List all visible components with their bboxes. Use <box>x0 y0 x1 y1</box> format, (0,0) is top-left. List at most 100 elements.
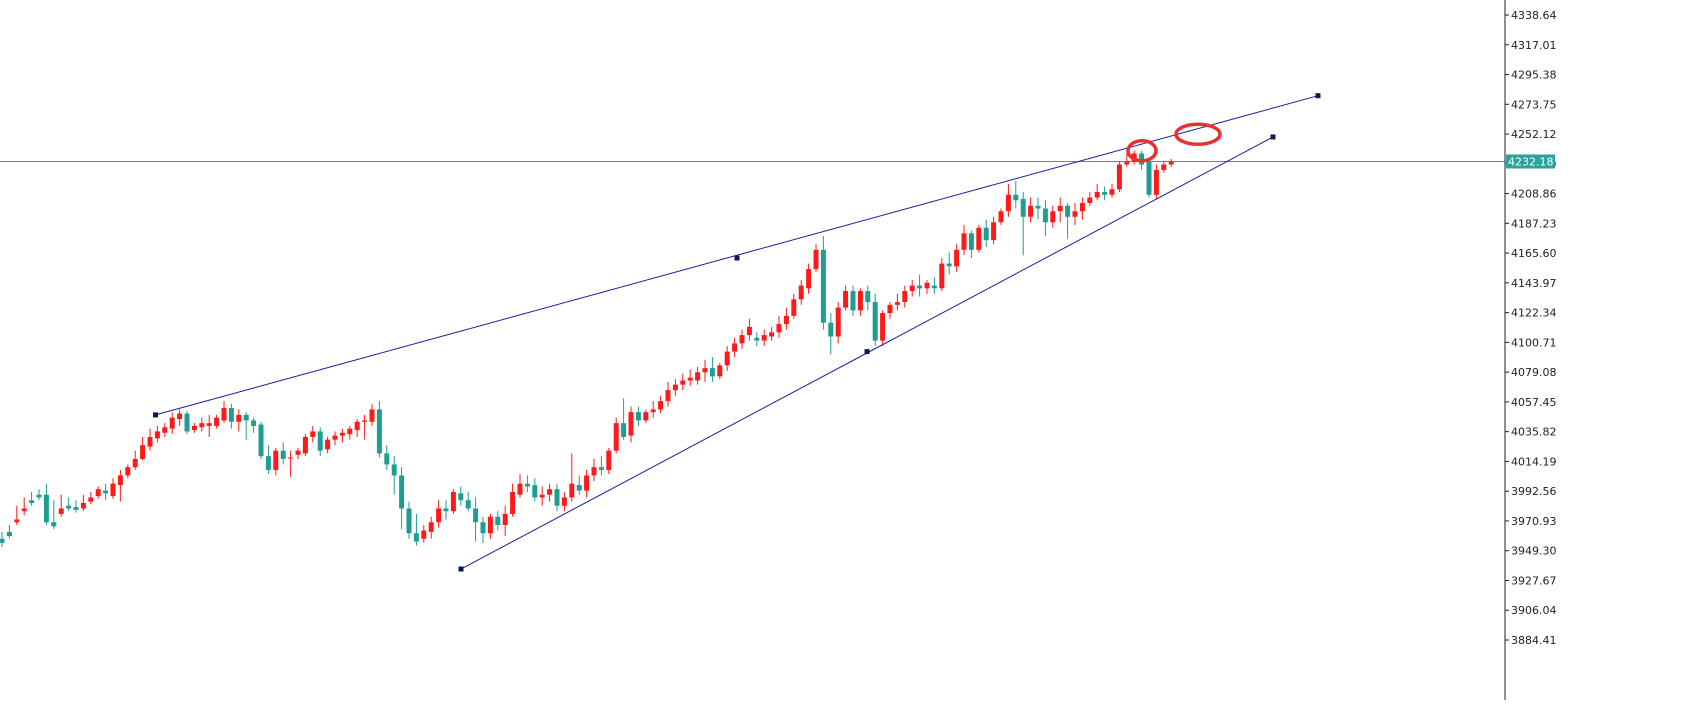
candle-body <box>621 423 627 437</box>
candle-body <box>1020 198 1026 217</box>
candle-body <box>1028 205 1034 217</box>
candle-body <box>902 291 908 303</box>
candle-body <box>946 263 952 267</box>
candle-body <box>591 467 597 476</box>
price-tick-label: 4317.01 <box>1511 39 1557 52</box>
touch-circle <box>1126 138 1158 163</box>
candle-body <box>850 291 856 311</box>
trendline-handle[interactable] <box>458 566 464 572</box>
candle-body <box>665 390 671 402</box>
candle-body <box>576 485 582 491</box>
candle-body <box>1146 161 1152 195</box>
candle-body <box>894 302 900 305</box>
candle-body <box>458 493 464 501</box>
candle-body <box>1161 164 1167 170</box>
candle-body <box>206 423 212 426</box>
target-circle <box>1174 122 1222 146</box>
candle-body <box>584 475 590 491</box>
candle-body <box>532 485 538 498</box>
candle-body <box>650 409 656 413</box>
candle-body <box>820 249 826 323</box>
price-tick-label: 4165.60 <box>1511 247 1557 260</box>
price-tick-label: 3992.56 <box>1511 485 1557 498</box>
candle-body <box>1079 203 1085 212</box>
candle-body <box>325 439 331 450</box>
candle-body <box>517 483 523 495</box>
trendline-upper <box>155 95 1319 416</box>
price-tick-label: 4338.64 <box>1511 9 1557 22</box>
candle-body <box>1005 194 1011 212</box>
candle-body <box>539 494 545 498</box>
candle-body <box>776 324 782 333</box>
candle-body <box>909 285 915 292</box>
trendline-handle[interactable] <box>734 255 740 261</box>
candle-body <box>0 538 5 543</box>
candle-body <box>29 500 35 503</box>
candle-body <box>1116 164 1122 190</box>
candle-body <box>236 414 242 422</box>
price-tick-label: 4014.19 <box>1511 455 1557 468</box>
candle-body <box>273 450 279 470</box>
candle-body <box>709 368 715 377</box>
trendline-handle[interactable] <box>864 349 870 355</box>
candle-body <box>806 269 812 289</box>
candle-body <box>1072 211 1078 217</box>
price-tick-label: 3927.67 <box>1511 574 1557 587</box>
candle-body <box>1042 208 1048 223</box>
candle-body <box>147 436 153 447</box>
candle-body <box>421 530 427 539</box>
candle-body <box>843 291 849 308</box>
candle-body <box>376 409 382 454</box>
candle-body <box>1035 205 1041 209</box>
price-tick-label: 4100.71 <box>1511 336 1557 349</box>
candle-body <box>1087 197 1093 204</box>
candle-body <box>332 435 338 440</box>
candle-body <box>739 335 745 344</box>
candle-body <box>1153 169 1159 195</box>
candle-body <box>754 337 760 341</box>
candle-body <box>295 450 301 455</box>
trendline-handle[interactable] <box>1270 134 1276 140</box>
price-tick-label: 4057.45 <box>1511 396 1557 409</box>
candle-body <box>524 483 530 487</box>
candle-body <box>428 522 434 532</box>
candle-body <box>783 315 789 325</box>
candle-body <box>1013 194 1019 201</box>
candle-body <box>66 505 72 509</box>
candle-body <box>746 326 752 336</box>
candle-body <box>813 249 819 270</box>
candle-body <box>961 233 967 250</box>
candle-body <box>613 423 619 451</box>
candle-body <box>798 285 804 300</box>
candle-body <box>184 413 190 432</box>
candle-body <box>680 380 686 385</box>
candle-body <box>339 432 345 436</box>
candle-body <box>347 428 353 435</box>
candle-body <box>406 508 412 534</box>
candle-body <box>998 211 1004 223</box>
candle-body <box>162 427 168 433</box>
candle-body <box>643 412 649 421</box>
candle-body <box>369 409 375 422</box>
candle-body <box>968 233 974 250</box>
candle-body <box>732 343 738 352</box>
candle-body <box>80 502 86 509</box>
trendline-handle[interactable] <box>153 412 158 418</box>
candle-body <box>310 431 316 437</box>
price-tick-label: 3906.04 <box>1511 604 1557 617</box>
candle-body <box>399 475 405 509</box>
trendline-handle[interactable] <box>1315 93 1321 99</box>
candle-body <box>702 368 708 373</box>
price-tick-label: 3970.93 <box>1511 515 1557 528</box>
price-tick-label: 4273.75 <box>1511 98 1557 111</box>
candle-body <box>228 408 234 422</box>
candle-body <box>258 424 264 457</box>
candle-body <box>6 531 12 536</box>
price-tick-label: 3949.30 <box>1511 545 1557 558</box>
price-tick-label: 4122.34 <box>1511 307 1557 320</box>
price-tick-label: 4187.23 <box>1511 217 1557 230</box>
candle-body <box>191 425 197 431</box>
candle-body <box>243 414 249 421</box>
candle-body <box>73 507 79 510</box>
